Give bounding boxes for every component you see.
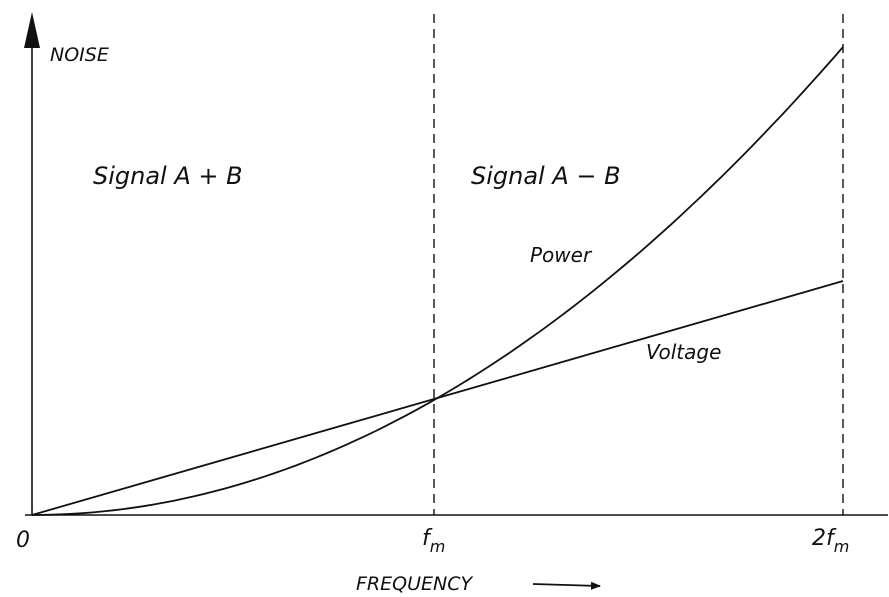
x-tick-fm: fm (422, 526, 445, 556)
y-axis-arrow-icon (24, 12, 40, 48)
region-label-sum: Signal A + B (93, 162, 243, 190)
y-axis-label: NOISE (50, 44, 109, 66)
x-tick-2fm: 2fm (812, 526, 849, 556)
series-power-line (31, 46, 844, 516)
region-label-difference: Signal A − B (471, 162, 621, 190)
x-axis-label: FREQUENCY (356, 573, 473, 595)
series-label-voltage: Voltage (646, 340, 721, 364)
x-axis-label-arrow-icon (532, 581, 601, 590)
series-label-power: Power (530, 243, 593, 267)
x-tick-0: 0 (16, 528, 30, 553)
